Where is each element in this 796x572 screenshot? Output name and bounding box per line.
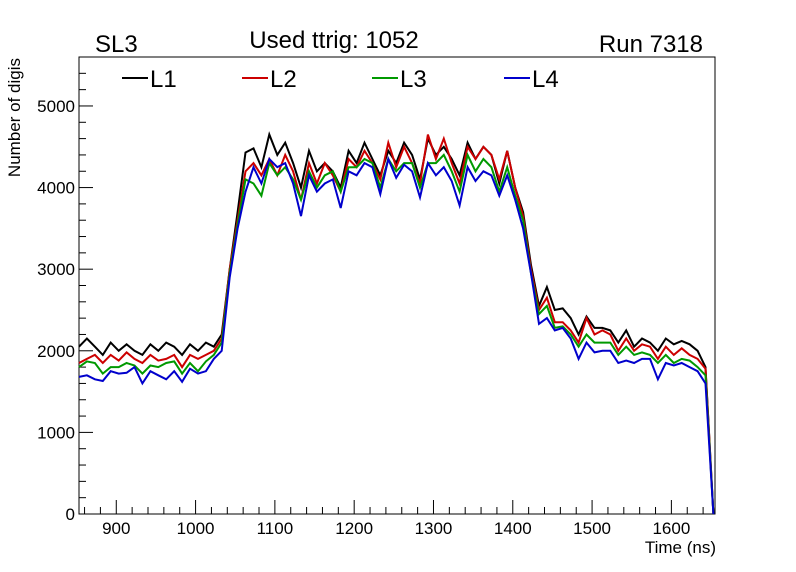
y-tick-label: 4000 bbox=[37, 179, 75, 198]
x-tick-label: 1000 bbox=[177, 519, 215, 538]
y-tick-label: 3000 bbox=[37, 260, 75, 279]
y-tick-label: 5000 bbox=[37, 97, 75, 116]
series-line-l1 bbox=[78, 131, 715, 515]
legend-label-l3: L3 bbox=[400, 66, 427, 93]
legend-label-l2: L2 bbox=[270, 66, 297, 93]
panel-label: SL3 bbox=[95, 31, 138, 58]
series-lines bbox=[78, 131, 715, 515]
legend-label-l4: L4 bbox=[532, 66, 559, 93]
series-line-l3 bbox=[78, 151, 715, 515]
y-tick-label: 2000 bbox=[37, 342, 75, 361]
legend: L1 L2 L3 L4 bbox=[122, 66, 559, 93]
x-tick-label: 1300 bbox=[415, 519, 453, 538]
x-tick-label: 1500 bbox=[573, 519, 611, 538]
series-line-l4 bbox=[78, 155, 715, 515]
x-tick-label: 1600 bbox=[652, 519, 690, 538]
x-tick-label: 1200 bbox=[335, 519, 373, 538]
y-tick-label: 1000 bbox=[37, 423, 75, 442]
y-axis-label: Number of digis bbox=[5, 58, 24, 177]
series-line-l2 bbox=[78, 134, 715, 515]
plot-frame bbox=[78, 56, 716, 515]
x-axis: 900 1000 1100 1200 1300 1400 1500 1600 bbox=[84, 500, 704, 538]
legend-label-l1: L1 bbox=[150, 66, 177, 93]
chart-title: Used ttrig: 1052 bbox=[249, 27, 418, 54]
x-tick-label: 1100 bbox=[257, 519, 294, 538]
x-tick-label: 1400 bbox=[494, 519, 532, 538]
run-label: Run 7318 bbox=[599, 31, 703, 58]
x-axis-label: Time (ns) bbox=[645, 538, 716, 557]
x-tick-label: 900 bbox=[102, 519, 130, 538]
y-tick-label: 0 bbox=[66, 505, 75, 524]
y-axis: 0 1000 2000 3000 4000 5000 bbox=[37, 56, 93, 524]
